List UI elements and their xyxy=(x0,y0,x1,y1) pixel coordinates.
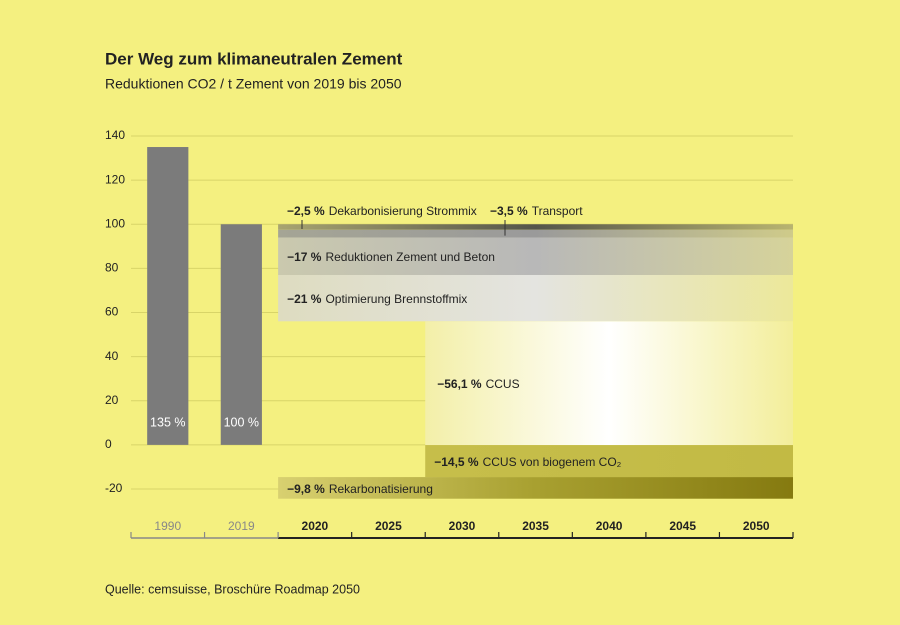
x-tick-label: 2025 xyxy=(375,519,402,533)
x-tick-label: 2035 xyxy=(522,519,549,533)
reduction-name: CCUS xyxy=(486,377,520,391)
reduction-value-label: −3,5 % xyxy=(490,204,528,218)
reduction-label: −3,5 % Transport xyxy=(490,204,583,218)
reduction-value-label: −9,8 % xyxy=(287,482,325,496)
chart-subtitle: Reduktionen CO2 / t Zement von 2019 bis … xyxy=(105,76,402,92)
reduction-value-label: −2,5 % xyxy=(287,204,325,218)
x-tick-label: 2050 xyxy=(743,519,770,533)
reduction-label: −17 % Reduktionen Zement und Beton xyxy=(287,250,495,264)
y-tick-label: 100 xyxy=(105,216,125,230)
reduction-name: Optimierung Brennstoffmix xyxy=(325,292,467,306)
reduction-label: −9,8 % Rekarbonatisierung xyxy=(287,482,433,496)
reduction-label: −14,5 % CCUS von biogenem CO₂ xyxy=(434,455,621,469)
reduction-band xyxy=(425,321,793,446)
reduction-band xyxy=(278,477,794,499)
reduction-value-label: −56,1 % xyxy=(437,377,482,391)
y-tick-label: 140 xyxy=(105,128,125,142)
reduction-band xyxy=(278,274,794,322)
y-tick-label: 20 xyxy=(105,393,119,407)
chart-title: Der Weg zum klimaneutralen Zement xyxy=(105,49,403,68)
x-tick-label: 2040 xyxy=(596,519,623,533)
reduction-name: Dekarbonisierung Strommix xyxy=(329,204,477,218)
reduction-value-label: −14,5 % xyxy=(434,455,479,469)
source: Quelle: cemsuisse, Broschüre Roadmap 205… xyxy=(105,582,360,596)
reduction-label: −2,5 % Dekarbonisierung Strommix xyxy=(287,204,477,218)
reduction-band xyxy=(425,445,793,478)
reduction-name: CCUS von biogenem CO₂ xyxy=(483,455,622,469)
y-tick-label: 60 xyxy=(105,305,119,319)
bar xyxy=(147,147,189,445)
reduction-name: Reduktionen Zement und Beton xyxy=(325,250,494,264)
x-tick-label: 2045 xyxy=(669,519,696,533)
reduction-name: Transport xyxy=(532,204,584,218)
reduction-label: −21 % Optimierung Brennstoffmix xyxy=(287,292,467,306)
y-tick-label: 40 xyxy=(105,349,119,363)
y-tick-label: -20 xyxy=(105,481,123,495)
reduction-value-label: −17 % xyxy=(287,250,322,264)
x-tick-label: 2030 xyxy=(449,519,476,533)
bar xyxy=(220,224,262,445)
reduction-value-label: −21 % xyxy=(287,292,322,306)
bar-value-label: 135 % xyxy=(150,415,185,429)
x-tick-label: 2020 xyxy=(302,519,329,533)
reduction-band xyxy=(278,224,794,230)
bar-value-label: 100 % xyxy=(224,415,259,429)
reduction-name: Rekarbonatisierung xyxy=(329,482,433,496)
x-tick-label: 1990 xyxy=(154,519,181,533)
reduction-band xyxy=(278,229,794,238)
y-tick-label: 120 xyxy=(105,172,125,186)
y-tick-label: 80 xyxy=(105,261,119,275)
x-tick-label: 2019 xyxy=(228,519,255,533)
reduction-label: −56,1 % CCUS xyxy=(437,377,519,391)
reduction-band xyxy=(278,237,794,275)
y-tick-label: 0 xyxy=(105,437,112,451)
